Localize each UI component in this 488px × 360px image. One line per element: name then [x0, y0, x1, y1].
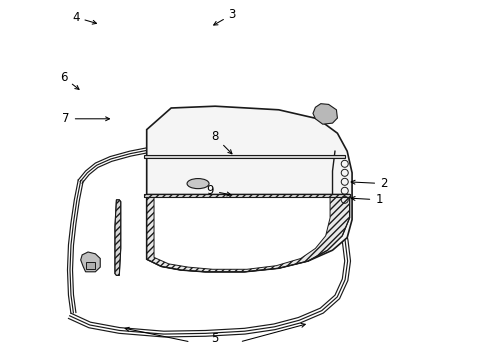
Polygon shape — [312, 104, 337, 124]
Bar — [144, 194, 349, 197]
Text: 1: 1 — [350, 193, 382, 206]
Text: 5: 5 — [211, 332, 219, 345]
Text: 6: 6 — [60, 71, 79, 89]
Polygon shape — [81, 252, 100, 272]
Ellipse shape — [187, 179, 209, 189]
Polygon shape — [146, 194, 349, 272]
Bar — [85, 262, 95, 269]
Bar — [144, 155, 344, 158]
Text: 8: 8 — [211, 130, 231, 154]
Text: 2: 2 — [350, 177, 387, 190]
Text: 4: 4 — [72, 11, 96, 24]
Polygon shape — [154, 197, 329, 269]
Polygon shape — [146, 106, 351, 272]
Text: 3: 3 — [213, 8, 236, 25]
Polygon shape — [115, 200, 121, 275]
Text: 9: 9 — [206, 184, 230, 197]
Bar — [144, 194, 349, 197]
Text: 7: 7 — [62, 112, 109, 125]
